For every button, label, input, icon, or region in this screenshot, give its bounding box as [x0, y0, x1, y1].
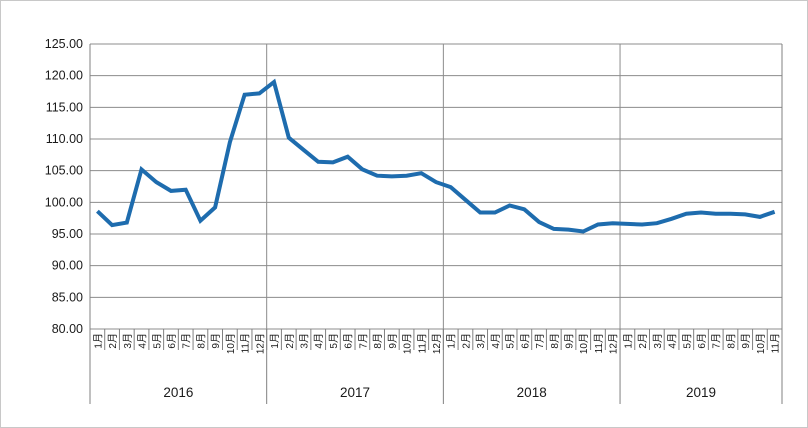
y-axis-label: 85.00	[52, 290, 83, 304]
x-axis-label: 12月	[254, 333, 266, 354]
x-axis-label: 2月	[284, 333, 296, 349]
y-axis-label: 80.00	[52, 322, 83, 336]
y-axis-label: 120.00	[45, 69, 83, 83]
x-axis-label: 8月	[195, 333, 207, 349]
x-axis-label: 6月	[519, 333, 531, 349]
x-axis-label: 4月	[490, 333, 502, 349]
x-axis-label: 6月	[696, 333, 708, 349]
x-axis-label: 10月	[225, 333, 237, 354]
year-label: 2017	[340, 385, 370, 400]
x-axis-label: 7月	[534, 333, 546, 349]
x-axis-label: 3月	[298, 333, 310, 349]
x-axis-label: 2月	[637, 333, 649, 349]
year-label: 2019	[686, 385, 716, 400]
y-axis-label: 125.00	[45, 37, 83, 51]
x-axis-label: 3月	[652, 333, 664, 349]
x-axis-label: 9月	[564, 333, 576, 349]
y-axis-label: 110.00	[46, 132, 83, 146]
x-axis-label: 3月	[122, 333, 134, 349]
data-line	[96, 78, 776, 234]
year-label: 2018	[517, 385, 547, 400]
y-axis-label: 105.00	[45, 164, 83, 178]
x-axis-label: 5月	[328, 333, 340, 349]
x-axis-label: 9月	[210, 333, 222, 349]
x-axis-label: 10月	[402, 333, 414, 354]
y-axis-label: 115.00	[46, 100, 83, 114]
x-axis-label: 12月	[431, 333, 443, 354]
x-axis-label: 8月	[372, 333, 384, 349]
x-axis-label: 7月	[711, 333, 723, 349]
x-axis-label: 8月	[549, 333, 561, 349]
x-axis-label: 6月	[166, 333, 178, 349]
x-axis-label: 4月	[667, 333, 679, 349]
x-axis-label: 10月	[755, 333, 767, 354]
x-axis-label: 9月	[740, 333, 752, 349]
x-axis-label: 6月	[343, 333, 355, 349]
x-axis-label: 11月	[240, 333, 252, 353]
x-axis-label: 11月	[770, 333, 782, 353]
y-axis-label: 95.00	[52, 227, 83, 241]
x-axis-label: 8月	[725, 333, 737, 349]
x-axis-label: 10月	[578, 333, 590, 354]
x-axis-label: 3月	[475, 333, 487, 349]
x-axis-label: 1月	[622, 333, 634, 349]
x-axis-label: 5月	[505, 333, 517, 349]
x-axis-label: 7月	[181, 333, 193, 349]
x-axis-label: 12月	[608, 333, 620, 354]
x-axis-label: 1月	[446, 333, 458, 349]
x-axis-label: 2月	[460, 333, 472, 349]
x-axis-label: 1月	[269, 333, 281, 349]
x-axis-label: 4月	[313, 333, 325, 349]
y-axis-label: 90.00	[52, 259, 83, 273]
year-label: 2016	[163, 385, 193, 400]
x-axis-label: 11月	[593, 333, 605, 353]
x-axis-label: 7月	[357, 333, 369, 349]
x-axis-label: 4月	[137, 333, 149, 349]
x-axis-label: 5月	[681, 333, 693, 349]
x-axis-label: 5月	[151, 333, 163, 349]
x-axis-label: 11月	[416, 333, 428, 353]
y-axis-label: 100.00	[45, 195, 83, 209]
x-axis-label: 9月	[387, 333, 399, 349]
x-axis-label: 2月	[107, 333, 119, 349]
x-axis-label: 1月	[92, 333, 104, 349]
